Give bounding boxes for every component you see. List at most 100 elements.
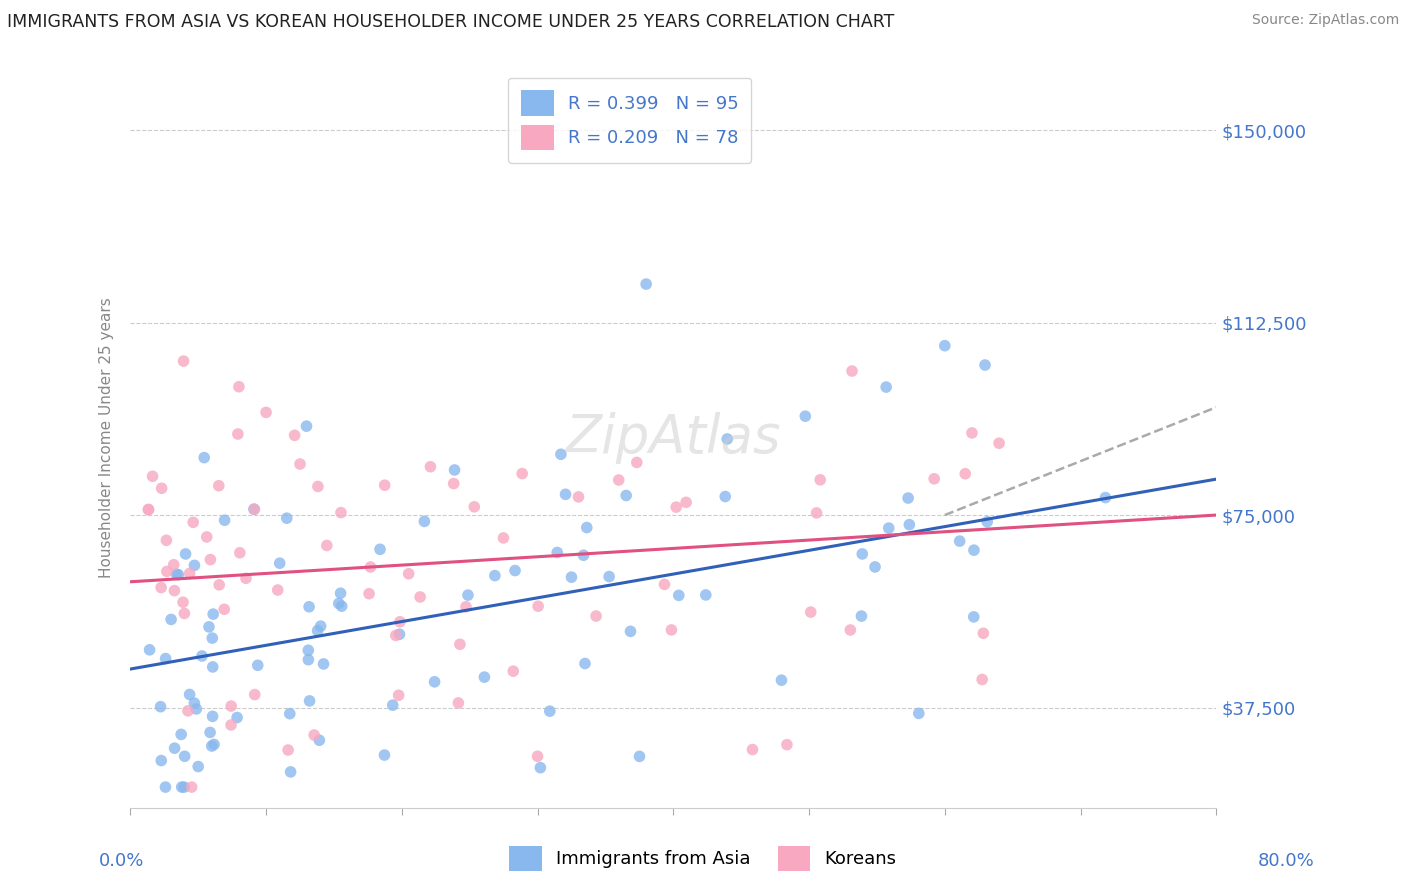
Point xyxy=(226,427,249,442)
Point xyxy=(526,749,548,764)
Point xyxy=(510,467,533,481)
Point xyxy=(714,490,737,504)
Point xyxy=(665,500,688,515)
Point xyxy=(960,425,983,440)
Point xyxy=(808,473,831,487)
Point xyxy=(457,588,479,602)
Point xyxy=(179,566,201,581)
Point xyxy=(150,754,173,768)
Point xyxy=(863,560,886,574)
Point xyxy=(302,728,325,742)
Point xyxy=(201,739,224,753)
Point xyxy=(201,631,224,645)
Point xyxy=(297,653,319,667)
Point xyxy=(198,620,221,634)
Point xyxy=(183,696,205,710)
Point xyxy=(267,582,290,597)
Point xyxy=(191,648,214,663)
Point xyxy=(741,742,763,756)
Point xyxy=(193,450,215,465)
Point xyxy=(388,688,411,702)
Point xyxy=(163,583,186,598)
Point xyxy=(284,428,307,442)
Point xyxy=(307,624,329,638)
Point xyxy=(298,599,321,614)
Point xyxy=(800,605,823,619)
Text: 0.0%: 0.0% xyxy=(98,852,143,870)
Point xyxy=(463,500,485,514)
Point xyxy=(315,539,337,553)
Point xyxy=(907,706,929,721)
Point xyxy=(155,651,177,665)
Point xyxy=(955,467,977,481)
Point xyxy=(219,699,242,714)
Point xyxy=(138,502,160,516)
Point xyxy=(572,548,595,562)
Point xyxy=(195,530,218,544)
Point xyxy=(166,567,188,582)
Point xyxy=(214,513,236,527)
Point xyxy=(167,567,190,582)
Point xyxy=(202,738,225,752)
Point xyxy=(202,607,225,621)
Point xyxy=(201,709,224,723)
Point xyxy=(806,506,828,520)
Point xyxy=(567,490,589,504)
Point xyxy=(628,749,651,764)
Text: IMMIGRANTS FROM ASIA VS KOREAN HOUSEHOLDER INCOME UNDER 25 YEARS CORRELATION CHA: IMMIGRANTS FROM ASIA VS KOREAN HOUSEHOLD… xyxy=(7,13,894,31)
Point xyxy=(142,469,165,483)
Point xyxy=(607,473,630,487)
Point xyxy=(661,623,683,637)
Point xyxy=(243,502,266,516)
Point xyxy=(181,516,204,530)
Point xyxy=(208,578,231,592)
Point xyxy=(163,558,186,572)
Point xyxy=(963,543,986,558)
Point xyxy=(636,277,658,291)
Point xyxy=(770,673,793,688)
Point xyxy=(226,710,249,724)
Point xyxy=(360,560,382,574)
Point xyxy=(419,459,441,474)
Y-axis label: Householder Income Under 25 years: Householder Income Under 25 years xyxy=(100,298,114,578)
Text: Source: ZipAtlas.com: Source: ZipAtlas.com xyxy=(1251,13,1399,28)
Text: ZipAtlas: ZipAtlas xyxy=(565,412,782,464)
Point xyxy=(308,733,330,747)
Point xyxy=(208,479,231,493)
Point xyxy=(413,515,436,529)
Point xyxy=(527,599,550,614)
Point xyxy=(668,588,690,602)
Point xyxy=(409,590,432,604)
Point xyxy=(149,699,172,714)
Point xyxy=(177,704,200,718)
Point xyxy=(179,688,201,702)
Point xyxy=(963,610,986,624)
Point xyxy=(173,780,195,794)
Point xyxy=(897,491,920,505)
Point xyxy=(614,488,637,502)
Point xyxy=(288,457,311,471)
Point xyxy=(972,673,994,687)
Point xyxy=(180,780,202,794)
Point xyxy=(219,718,242,732)
Point xyxy=(972,626,994,640)
Point xyxy=(974,358,997,372)
Legend: R = 0.399   N = 95, R = 0.209   N = 78: R = 0.399 N = 95, R = 0.209 N = 78 xyxy=(509,78,751,163)
Point xyxy=(156,565,179,579)
Point xyxy=(619,624,641,639)
Point xyxy=(492,531,515,545)
Point xyxy=(329,586,352,600)
Point xyxy=(150,481,173,495)
Point xyxy=(280,764,302,779)
Point xyxy=(550,447,572,461)
Point xyxy=(228,380,250,394)
Point xyxy=(269,556,291,570)
Point xyxy=(385,628,408,642)
Point xyxy=(538,704,561,718)
Point xyxy=(598,569,620,583)
Point xyxy=(388,627,411,641)
Point xyxy=(988,436,1011,450)
Point xyxy=(851,609,873,624)
Point xyxy=(243,502,266,516)
Point xyxy=(173,354,195,368)
